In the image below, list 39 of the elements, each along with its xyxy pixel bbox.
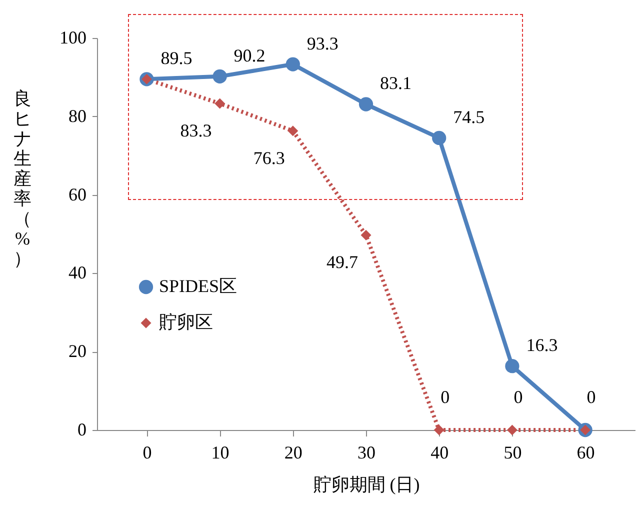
legend-label: SPIDES区	[159, 276, 238, 296]
y-tick-label: 20	[68, 341, 86, 362]
legend-label: 貯卵区	[159, 312, 213, 332]
data-label: 0	[440, 387, 450, 407]
data-label: 89.5	[160, 48, 192, 68]
point	[506, 424, 518, 436]
x-tick-label: 50	[504, 442, 522, 462]
x-tick-label: 0	[142, 442, 152, 462]
data-label: 83.1	[380, 73, 412, 94]
x-tick-label: 30	[358, 442, 376, 462]
data-label: 16.3	[526, 335, 558, 356]
data-label: 76.3	[253, 148, 285, 168]
x-tick-label: 40	[430, 442, 449, 462]
data-label: 90.2	[234, 45, 266, 66]
y-tick-label: 0	[78, 420, 86, 440]
point	[360, 230, 372, 240]
data-label: 0	[586, 387, 596, 407]
y-tick-label: 60	[68, 184, 86, 204]
data-label: 49.7	[326, 252, 358, 272]
y-tick-label: 80	[68, 106, 86, 126]
x-tick-label: 20	[284, 442, 302, 462]
point	[286, 57, 300, 72]
x-axis-title: 貯卵期間 (日)	[313, 474, 420, 494]
text: 良ヒナ生産率（%）	[14, 88, 32, 268]
x-tick-label: 60	[576, 442, 595, 462]
point	[432, 130, 446, 146]
point	[358, 97, 374, 112]
y-tick-label: 100	[60, 28, 86, 48]
data-label: 0	[514, 387, 523, 407]
point	[214, 98, 226, 109]
point	[505, 359, 520, 374]
y-tick-label: 40	[68, 262, 86, 283]
point	[434, 424, 444, 436]
data-label: 83.3	[180, 120, 212, 140]
x-tick-label: 10	[211, 442, 230, 462]
data-label: 74.5	[453, 106, 485, 127]
data-label: 93.3	[306, 33, 338, 54]
point	[212, 69, 227, 84]
point	[288, 126, 298, 136]
